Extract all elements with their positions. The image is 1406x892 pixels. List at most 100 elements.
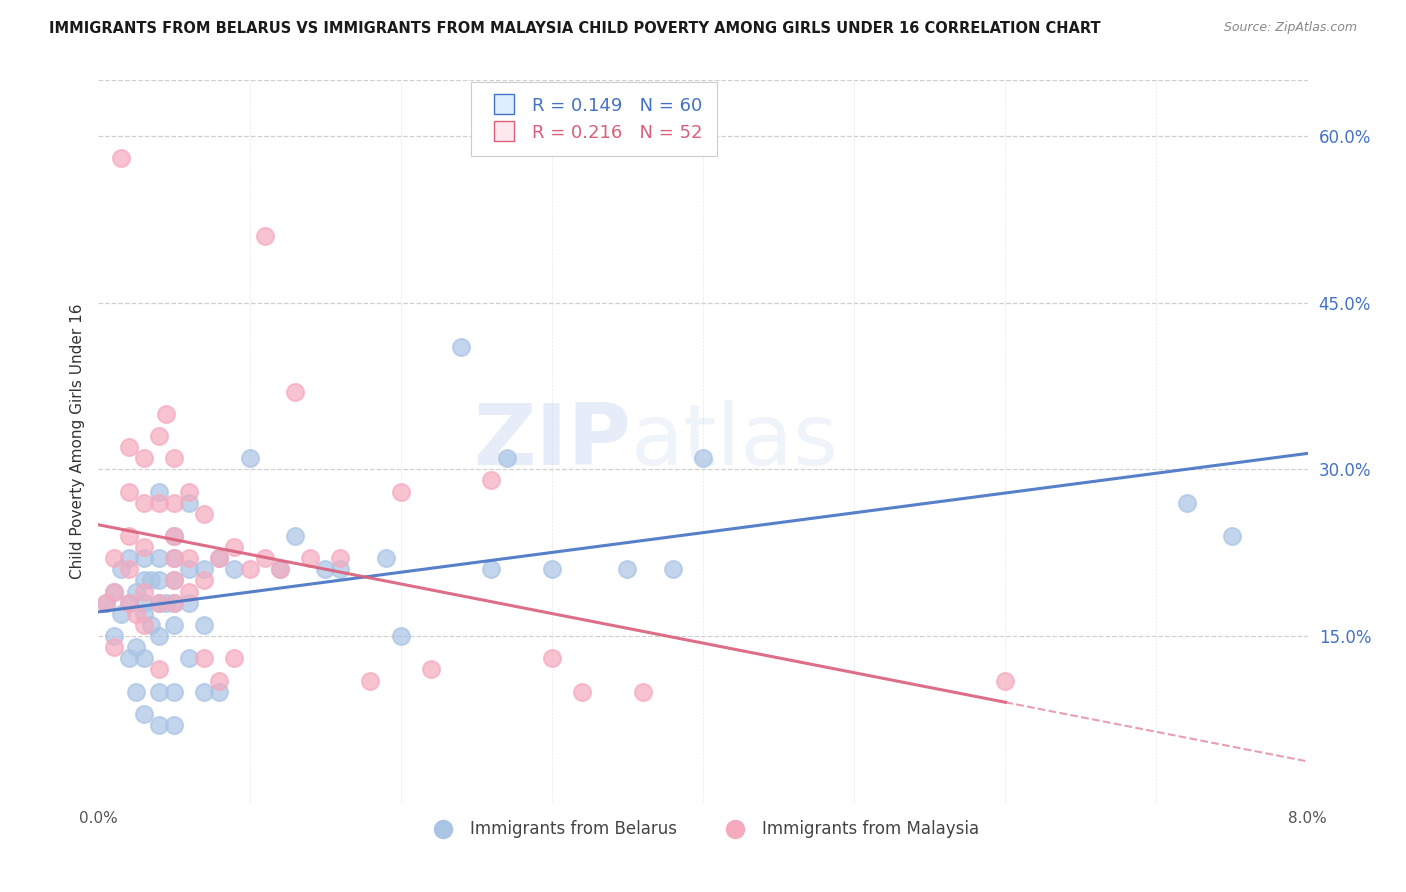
Point xyxy=(208,684,231,698)
Point xyxy=(132,574,155,588)
Point xyxy=(132,540,155,554)
Point xyxy=(163,496,186,510)
Point xyxy=(179,596,201,610)
Point xyxy=(329,562,352,576)
Point xyxy=(179,584,201,599)
Point xyxy=(163,574,186,588)
Point xyxy=(224,562,246,576)
Point xyxy=(148,484,170,499)
Point xyxy=(118,440,141,454)
Point xyxy=(224,651,246,665)
Point xyxy=(118,484,141,499)
Point xyxy=(239,562,262,576)
Point xyxy=(631,684,654,698)
Text: ZIP: ZIP xyxy=(472,400,630,483)
Point xyxy=(125,584,148,599)
Point xyxy=(163,618,186,632)
Y-axis label: Child Poverty Among Girls Under 16: Child Poverty Among Girls Under 16 xyxy=(69,304,84,579)
Point xyxy=(179,562,201,576)
Point xyxy=(224,540,246,554)
Point xyxy=(450,340,472,354)
Point xyxy=(193,507,215,521)
Text: Source: ZipAtlas.com: Source: ZipAtlas.com xyxy=(1223,21,1357,35)
Point xyxy=(118,529,141,543)
Point xyxy=(103,629,125,643)
Point xyxy=(208,551,231,566)
Point xyxy=(284,384,307,399)
Point xyxy=(269,562,291,576)
Point xyxy=(179,551,201,566)
Point xyxy=(103,584,125,599)
Point xyxy=(148,684,170,698)
Point xyxy=(193,574,215,588)
Point xyxy=(132,451,155,466)
Point xyxy=(163,596,186,610)
Point xyxy=(284,529,307,543)
Point xyxy=(125,607,148,621)
Point xyxy=(314,562,336,576)
Point xyxy=(253,228,276,243)
Point xyxy=(179,496,201,510)
Point xyxy=(103,551,125,566)
Point xyxy=(163,596,186,610)
Point xyxy=(1175,496,1198,510)
Point xyxy=(163,574,186,588)
Point xyxy=(616,562,638,576)
Point xyxy=(163,451,186,466)
Point xyxy=(132,596,155,610)
Point xyxy=(481,474,503,488)
Point xyxy=(299,551,322,566)
Point xyxy=(994,673,1017,688)
Point xyxy=(94,596,117,610)
Point xyxy=(163,529,186,543)
Point xyxy=(389,484,412,499)
Point xyxy=(163,529,186,543)
Point xyxy=(118,651,141,665)
Point xyxy=(163,684,186,698)
Point xyxy=(148,496,170,510)
Legend: Immigrants from Belarus, Immigrants from Malaysia: Immigrants from Belarus, Immigrants from… xyxy=(420,814,986,845)
Point xyxy=(132,651,155,665)
Point xyxy=(103,584,125,599)
Point xyxy=(148,574,170,588)
Point xyxy=(571,684,593,698)
Point xyxy=(155,596,177,610)
Point xyxy=(329,551,352,566)
Point xyxy=(481,562,503,576)
Point xyxy=(420,662,443,676)
Point xyxy=(193,684,215,698)
Point xyxy=(179,651,201,665)
Point xyxy=(148,429,170,443)
Point xyxy=(163,551,186,566)
Point xyxy=(155,407,177,421)
Text: atlas: atlas xyxy=(630,400,838,483)
Point xyxy=(193,618,215,632)
Point xyxy=(179,484,201,499)
Point xyxy=(389,629,412,643)
Point xyxy=(103,640,125,655)
Point xyxy=(148,629,170,643)
Point xyxy=(110,151,132,165)
Point xyxy=(118,596,141,610)
Point xyxy=(110,562,132,576)
Point xyxy=(495,451,517,466)
Point xyxy=(692,451,714,466)
Point xyxy=(148,662,170,676)
Point xyxy=(94,596,117,610)
Point xyxy=(132,706,155,721)
Point xyxy=(148,551,170,566)
Point xyxy=(253,551,276,566)
Point xyxy=(132,607,155,621)
Point xyxy=(141,618,163,632)
Point xyxy=(193,562,215,576)
Point xyxy=(110,607,132,621)
Point xyxy=(118,562,141,576)
Point xyxy=(148,718,170,732)
Point xyxy=(540,651,562,665)
Point xyxy=(540,562,562,576)
Point xyxy=(132,584,155,599)
Point xyxy=(132,551,155,566)
Point xyxy=(193,651,215,665)
Point xyxy=(661,562,683,576)
Point xyxy=(360,673,382,688)
